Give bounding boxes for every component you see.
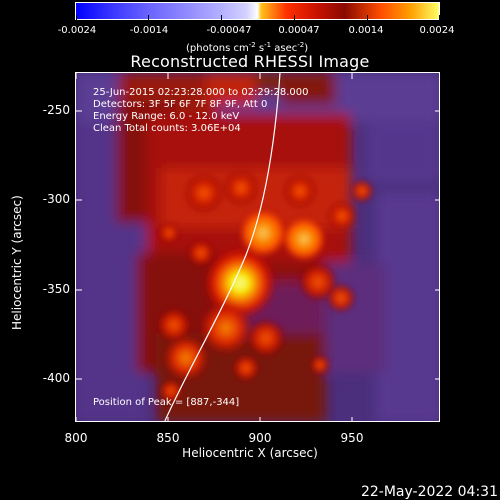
y-tick-label: -250 — [42, 103, 70, 117]
x-tick-label: 850 — [156, 431, 180, 445]
x-tick-label: 950 — [340, 431, 364, 445]
info-line-1: 25-Jun-2015 02:23:28.000 to 02:29:28.000 — [93, 87, 309, 98]
colorbar — [75, 2, 440, 21]
colorbar-units: (photons cm-2 s-1 asec-2) — [186, 41, 309, 54]
colorbar-tick-label: 0.0024 — [419, 25, 455, 36]
bright-spots — [156, 170, 374, 403]
y-axis-label: Heliocentric Y (arcsec) — [10, 195, 24, 330]
y-tick-label: -350 — [42, 282, 70, 296]
colorbar-tick-label: 0.0014 — [348, 25, 384, 36]
info-line-3: Energy Range: 6.0 - 12.0 keV — [93, 111, 240, 122]
colorbar-tick — [148, 15, 149, 21]
colorbar-tick — [76, 15, 77, 21]
peak-position-text: Position of Peak = [887,-344] — [93, 397, 240, 408]
colorbar-tick — [221, 15, 222, 21]
y-tick-label: -400 — [42, 371, 70, 385]
x-axis-label: Heliocentric X (arcsec) — [182, 446, 318, 460]
x-tick-label: 800 — [64, 431, 88, 445]
plot-title: Reconstructed RHESSI Image — [130, 52, 370, 71]
colorbar-tick — [439, 15, 440, 21]
colorbar-tick-label: 0.00047 — [278, 25, 320, 36]
colorbar-tick-label: -0.0014 — [129, 25, 169, 36]
solar-limb-line — [164, 73, 281, 421]
colorbar-tick-label: -0.0024 — [57, 25, 97, 36]
info-line-2: Detectors: 3F 5F 6F 7F 8F 9F, Att 0 — [93, 99, 268, 110]
colorbar-tick — [294, 15, 295, 21]
colorbar-tick — [367, 15, 368, 21]
x-tick-label: 900 — [248, 431, 272, 445]
colorbar-tick-label: -0.00047 — [206, 25, 252, 36]
y-tick-label: -300 — [42, 192, 70, 206]
image-panel: 25-Jun-2015 02:23:28.000 to 02:29:28.000… — [75, 72, 440, 422]
timestamp-footer: 22-May-2022 04:31 — [360, 484, 498, 500]
image-svg — [76, 73, 439, 421]
info-line-4: Clean Total counts: 3.06E+04 — [93, 123, 241, 134]
